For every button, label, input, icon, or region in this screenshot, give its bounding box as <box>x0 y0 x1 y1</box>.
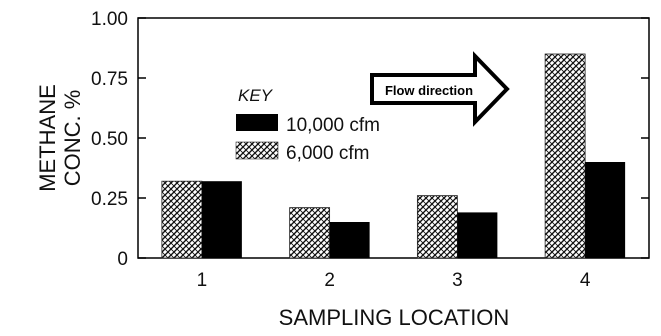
y-axis-ticks: 0 0.25 0.50 0.75 1.00 <box>91 9 649 270</box>
bar-10000-cfm-location-4 <box>585 162 626 258</box>
bar-6000-cfm-location-1 <box>161 180 203 259</box>
bars-group <box>161 53 626 259</box>
legend: KEY 10,000 cfm 6,000 cfm <box>235 86 380 164</box>
flow-direction-annotation: Flow direction <box>370 51 510 127</box>
y-tick-label: 0.50 <box>91 129 128 150</box>
y-tick-label: 0.25 <box>91 189 128 210</box>
bar-6000-cfm-location-2 <box>289 207 331 259</box>
y-axis-label-line-1: METHANE <box>35 84 60 192</box>
bar-6000-cfm-location-4 <box>544 53 586 259</box>
y-tick-label: 1.00 <box>91 9 128 30</box>
legend-swatch-6000-cfm <box>235 141 279 160</box>
x-tick-label: 3 <box>452 270 463 291</box>
y-tick-label: 0.75 <box>91 69 128 90</box>
legend-label-10000-cfm: 10,000 cfm <box>286 115 380 136</box>
y-axis-label-line-2: CONC. % <box>60 90 85 187</box>
x-tick-label: 2 <box>324 270 335 291</box>
x-axis-ticks: 1 2 3 4 <box>197 250 591 291</box>
bar-10000-cfm-location-2 <box>329 222 370 258</box>
x-tick-label: 4 <box>580 270 591 291</box>
bar-10000-cfm-location-3 <box>457 212 498 258</box>
legend-title: KEY <box>238 86 274 105</box>
x-tick-label: 1 <box>197 270 208 291</box>
bar-6000-cfm-location-3 <box>416 195 458 259</box>
legend-swatch-10000-cfm <box>236 114 278 131</box>
x-axis-label: SAMPLING LOCATION <box>279 305 510 330</box>
bar-10000-cfm-location-1 <box>201 181 242 258</box>
flow-direction-label: Flow direction <box>385 83 473 98</box>
legend-label-6000-cfm: 6,000 cfm <box>286 143 369 164</box>
y-tick-label: 0 <box>117 249 128 270</box>
flow-direction-arrow <box>370 51 510 127</box>
